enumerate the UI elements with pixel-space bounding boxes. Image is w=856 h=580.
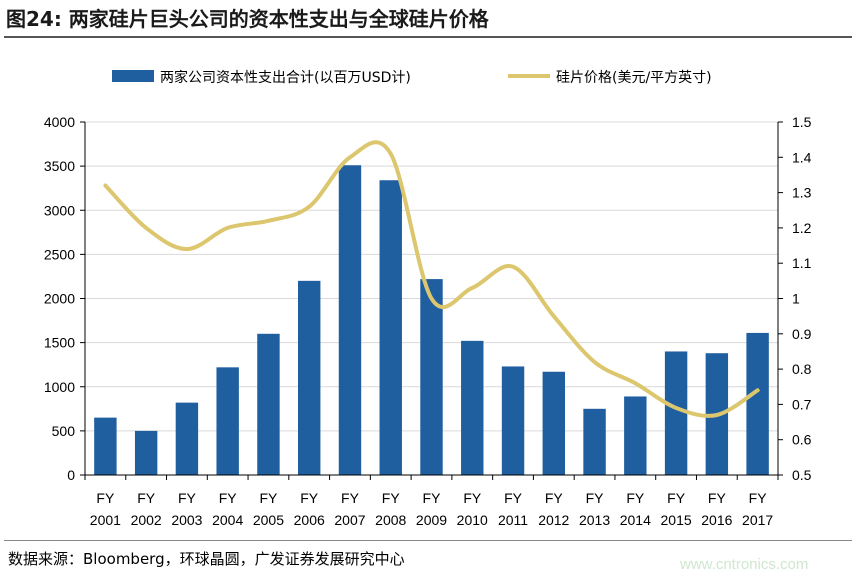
bar [297, 280, 321, 475]
left-tick-label: 3000 [44, 202, 75, 218]
right-axis-ticks: 0.5 0.6 0.7 0.8 0.9 1 1.1 1.2 1.3 1.4 1.5 [778, 114, 812, 483]
x-axis-ticks: FY 2001 FY 2002 FY 2003 FY 2004 FY 2005 FY 2006 FY 20… [84, 475, 779, 528]
left-tick-label: 500 [52, 423, 76, 439]
bar [746, 332, 769, 475]
x-tick-label-top: FY [626, 490, 645, 506]
x-tick-label-top: FY [586, 490, 605, 506]
legend: 两家公司资本性支出合计(以百万USD计) 硅片价格(美元/平方英寸) [112, 69, 712, 86]
x-tick-label-top: FY [504, 490, 523, 506]
x-tick-label-bottom: 2008 [375, 512, 406, 528]
right-tick-label: 1.2 [792, 220, 812, 236]
x-tick-label-top: FY [463, 490, 482, 506]
source-divider [4, 540, 852, 541]
x-tick-label-bottom: 2009 [416, 512, 447, 528]
x-tick-label-bottom: 2005 [253, 512, 284, 528]
bar [461, 340, 484, 475]
x-tick-label-top: FY [749, 490, 768, 506]
bar [338, 165, 362, 475]
x-tick-label-bottom: 2004 [212, 512, 243, 528]
x-tick-label-bottom: 2001 [90, 512, 121, 528]
x-tick-label-bottom: 2012 [538, 512, 569, 528]
bar [134, 430, 158, 475]
x-tick-label-top: FY [137, 490, 156, 506]
right-tick-label: 0.5 [792, 467, 812, 483]
bar [542, 371, 566, 475]
bar [624, 396, 647, 475]
figure-title: 图24: 两家硅片巨头公司的资本性支出与全球硅片价格 [6, 7, 489, 31]
x-tick-label-top: FY [545, 490, 564, 506]
title-divider [4, 36, 852, 38]
left-tick-label: 4000 [44, 114, 75, 130]
x-tick-label-bottom: 2015 [661, 512, 692, 528]
bar [664, 351, 688, 475]
x-tick-label-top: FY [382, 490, 401, 506]
watermark: www.cntronics.com [680, 556, 809, 573]
x-tick-label-bottom: 2007 [334, 512, 365, 528]
left-tick-label: 1000 [44, 379, 75, 395]
left-tick-label: 3500 [44, 158, 75, 174]
x-tick-label-top: FY [708, 490, 727, 506]
x-tick-label-top: FY [667, 490, 686, 506]
legend-bar-swatch [112, 70, 154, 82]
bar [583, 408, 606, 475]
bar [379, 180, 402, 475]
right-tick-label: 0.6 [792, 432, 812, 448]
right-tick-label: 0.7 [792, 396, 812, 412]
bar-series [94, 165, 769, 475]
x-tick-label-bottom: 2016 [701, 512, 732, 528]
right-tick-label: 1.3 [792, 185, 812, 201]
x-tick-label-top: FY [178, 490, 197, 506]
right-tick-label: 0.8 [792, 361, 812, 377]
x-tick-label-top: FY [341, 490, 360, 506]
legend-bar-label: 两家公司资本性支出合计(以百万USD计) [160, 69, 411, 86]
x-tick-label-top: FY [219, 490, 238, 506]
bar [257, 333, 280, 475]
left-axis-ticks: 0 500 1000 1500 2000 2500 3000 3500 4000 [44, 114, 85, 483]
price-line [103, 140, 760, 418]
bar [175, 402, 199, 475]
right-tick-label: 1 [792, 291, 800, 307]
legend-line-label: 硅片价格(美元/平方英寸) [556, 69, 712, 86]
left-tick-label: 2500 [44, 246, 75, 262]
x-tick-label-top: FY [423, 490, 442, 506]
bar [216, 367, 239, 475]
x-tick-label-bottom: 2017 [742, 512, 773, 528]
left-tick-label: 2000 [44, 291, 75, 307]
right-tick-label: 1.5 [792, 114, 812, 130]
x-tick-label-bottom: 2013 [579, 512, 610, 528]
right-tick-label: 1.4 [792, 149, 812, 165]
right-tick-label: 0.9 [792, 326, 812, 342]
line-series [103, 140, 760, 418]
x-tick-label-bottom: 2011 [498, 512, 528, 528]
x-tick-label-bottom: 2006 [294, 512, 325, 528]
x-tick-label-top: FY [300, 490, 319, 506]
bar [501, 366, 525, 475]
x-tick-label-bottom: 2010 [457, 512, 488, 528]
right-tick-label: 1.1 [792, 255, 812, 271]
left-tick-label: 0 [67, 467, 75, 483]
bar [420, 279, 443, 475]
bar [94, 417, 117, 475]
x-tick-label-top: FY [96, 490, 115, 506]
x-tick-label-bottom: 2003 [171, 512, 202, 528]
x-tick-label-bottom: 2002 [131, 512, 162, 528]
source-note: 数据来源：Bloomberg，环球晶圆，广发证券发展研究中心 [8, 550, 405, 568]
x-tick-label-bottom: 2014 [620, 512, 651, 528]
left-tick-label: 1500 [44, 335, 75, 351]
x-tick-label-top: FY [259, 490, 278, 506]
